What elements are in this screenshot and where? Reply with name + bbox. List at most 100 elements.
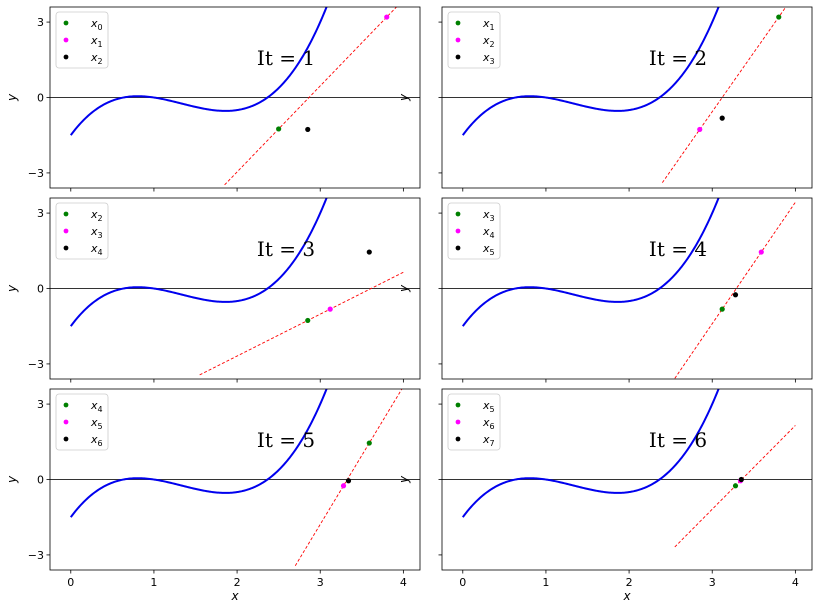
- legend: x1 x2 x3: [447, 11, 501, 69]
- legend-marker: [455, 20, 461, 26]
- y-tick-label: −3: [28, 167, 44, 180]
- legend-entry: x6: [90, 433, 103, 448]
- legend: x4 x5 x6: [55, 393, 109, 451]
- point-x7: [738, 476, 744, 483]
- legend-entry: x1: [90, 34, 103, 49]
- x-tick-label: 3: [317, 576, 324, 589]
- function-curve: [69, 389, 328, 518]
- plot-area: [50, 198, 420, 376]
- point-x5: [732, 483, 739, 489]
- y-tick-label: 0: [37, 283, 44, 296]
- x-tick-label: 3: [709, 576, 716, 589]
- y-axis-label: y: [397, 475, 411, 484]
- legend-entry: x2: [90, 51, 103, 66]
- function-curve: [69, 7, 328, 136]
- function-curve: [461, 198, 720, 327]
- legend: x5 x6 x7: [447, 393, 501, 451]
- legend-marker: [455, 419, 461, 425]
- function-curve: [69, 198, 328, 327]
- legend-entry: x2: [482, 34, 495, 49]
- y-axis-label: y: [397, 93, 411, 102]
- panel-it-1: −3 0 3 y It = 1 x0 x1 x2: [5, 6, 421, 192]
- point-x1: [776, 14, 782, 20]
- y-tick-label: 3: [37, 207, 44, 220]
- legend-marker: [63, 228, 69, 234]
- legend-entry: x2: [90, 208, 103, 223]
- legend-marker: [63, 245, 69, 251]
- panel-it-6: 0 1 2 3 4 y x It = 6 x5 x6 x7: [397, 388, 813, 603]
- point-x0: [276, 126, 282, 132]
- y-tick-label: 0: [37, 474, 44, 487]
- panel-it-3: −3 0 3 y It = 3 x2 x3 x4: [5, 197, 421, 383]
- legend-entry: x5: [482, 399, 495, 414]
- iteration-label: It = 5: [257, 428, 315, 452]
- x-tick-label: 1: [150, 576, 157, 589]
- secant-line: [674, 202, 796, 379]
- legend-entry: x3: [482, 208, 495, 223]
- panel-it-5: 0 1 2 3 4 −3 0 3 y x It = 5 x4 x5 x6: [5, 388, 421, 603]
- x-tick-label: 0: [67, 576, 74, 589]
- iteration-label: It = 3: [257, 237, 315, 261]
- legend: x0 x1 x2: [55, 11, 109, 69]
- y-tick-label: 0: [37, 92, 44, 105]
- x-tick-label: 0: [459, 576, 466, 589]
- plot-area: [442, 198, 812, 379]
- x-tick-label: 2: [626, 576, 633, 589]
- legend: x2 x3 x4: [55, 202, 109, 260]
- point-x2: [305, 126, 311, 133]
- plot-area: [442, 7, 812, 183]
- x-axis-label: x: [622, 589, 631, 603]
- y-axis-label: y: [397, 284, 411, 293]
- legend-marker: [63, 211, 69, 217]
- legend-box: [447, 202, 501, 260]
- legend-marker: [455, 245, 461, 251]
- legend-marker: [63, 402, 69, 408]
- legend-box: [55, 393, 109, 451]
- panel-it-2: y It = 2 x1 x2 x3: [397, 6, 813, 192]
- legend-box: [55, 11, 109, 69]
- point-x3: [719, 115, 725, 121]
- y-tick-label: −3: [28, 358, 44, 371]
- legend-marker: [63, 37, 69, 43]
- secant-line: [199, 271, 404, 376]
- legend-entry: x3: [90, 225, 103, 240]
- legend-marker: [455, 228, 461, 234]
- legend-marker: [455, 37, 461, 43]
- legend-marker: [63, 436, 69, 442]
- point-x6: [345, 478, 352, 484]
- point-x5: [732, 292, 739, 298]
- y-axis-label: y: [5, 475, 19, 484]
- legend-entry: x6: [482, 416, 495, 431]
- secant-line: [661, 7, 787, 183]
- legend-marker: [455, 402, 461, 408]
- legend-entry: x4: [482, 225, 495, 240]
- iteration-label: It = 1: [257, 46, 315, 70]
- point-x3: [719, 306, 725, 312]
- x-tick-label: 2: [234, 576, 241, 589]
- legend-box: [447, 11, 501, 69]
- legend-entry: x1: [482, 17, 495, 32]
- legend-box: [55, 202, 109, 260]
- y-axis-label: y: [5, 93, 19, 102]
- point-x2: [697, 126, 703, 133]
- secant-line: [224, 7, 398, 186]
- legend-marker: [455, 54, 461, 60]
- y-tick-label: 3: [37, 16, 44, 29]
- y-axis-label: y: [5, 284, 19, 293]
- panel-it-4: y It = 4 x3 x4 x5: [397, 197, 813, 383]
- point-x2: [305, 317, 311, 324]
- legend-entry: x7: [482, 433, 495, 448]
- legend-entry: x5: [90, 416, 103, 431]
- point-x4: [366, 440, 372, 446]
- x-tick-label: 4: [400, 576, 407, 589]
- legend-entry: x4: [90, 399, 103, 414]
- legend-marker: [63, 419, 69, 425]
- legend-marker: [455, 211, 461, 217]
- point-x5: [340, 483, 347, 489]
- legend: x3 x4 x5: [447, 202, 501, 260]
- legend-entry: x3: [482, 51, 495, 66]
- point-x4: [366, 249, 372, 255]
- iteration-label: It = 4: [649, 237, 707, 261]
- iteration-label: It = 6: [649, 428, 707, 452]
- x-axis-label: x: [230, 589, 239, 603]
